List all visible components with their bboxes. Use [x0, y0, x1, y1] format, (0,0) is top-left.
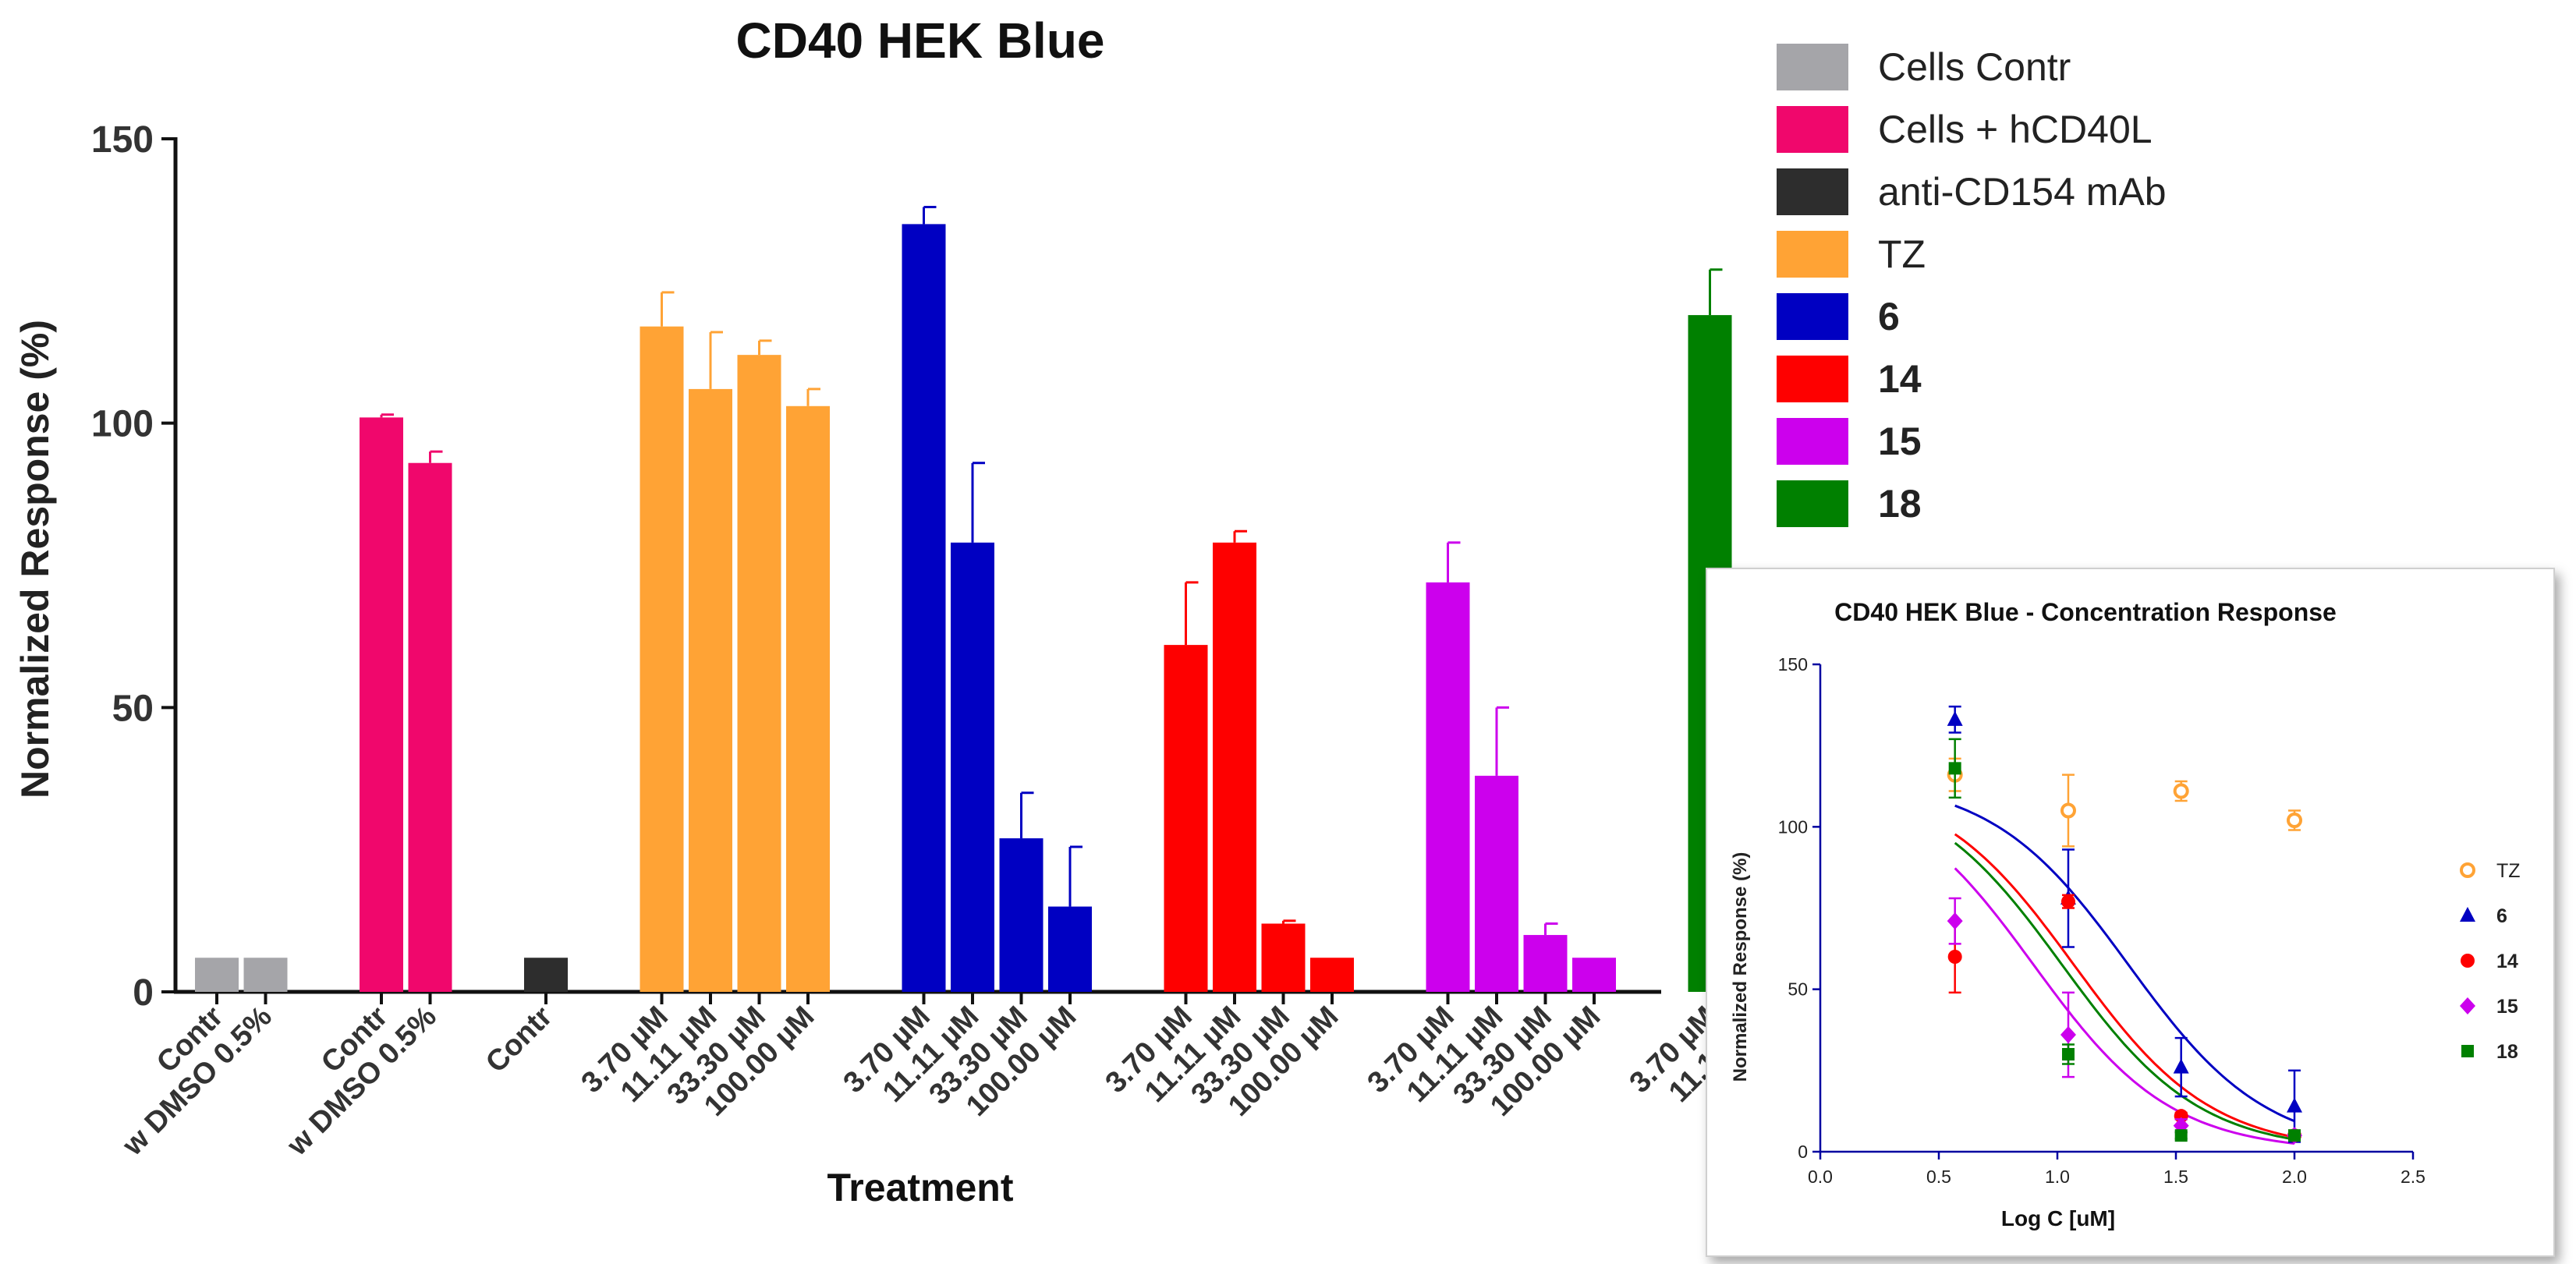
y-tick-label: 100: [91, 404, 154, 445]
legend-item: 15: [1777, 413, 2479, 476]
legend-label: anti-CD154 mAb: [1878, 170, 2167, 214]
bar: [1213, 542, 1256, 992]
legend-item: TZ: [1777, 226, 2479, 289]
inset-x-tick-label: 0.5: [1926, 1167, 1951, 1187]
bar: [243, 958, 288, 992]
data-point: [2060, 802, 2076, 819]
bar: [999, 838, 1044, 992]
legend-label: Cells + hCD40L: [1878, 108, 2153, 151]
bar: [786, 405, 830, 992]
legend-swatch: [1777, 480, 1848, 527]
inset-x-tick-label: 1.5: [2163, 1167, 2188, 1187]
data-point: [1947, 710, 1963, 726]
legend-label: 15: [1878, 420, 1922, 463]
legend-label: 14: [1878, 357, 1922, 401]
legend-label: 6: [1878, 295, 1900, 338]
legend-label: 18: [1878, 482, 1922, 526]
x-tick-label: Contr: [480, 1000, 558, 1079]
legend-label: Cells Contr: [1878, 45, 2071, 89]
bar: [951, 542, 994, 992]
bar-chart: CD40 HEK Blue Normalized Response (%) Tr…: [13, 12, 1763, 1209]
bar: [1475, 775, 1518, 992]
data-point: [1948, 762, 1961, 775]
y-tick-label: 150: [91, 119, 154, 161]
inset-x-axis-title: Log C [uM]: [2001, 1206, 2115, 1230]
fit-curve: [1954, 867, 2295, 1145]
inset-legend-label: 6: [2496, 905, 2507, 927]
inset-y-tick-label: 50: [1788, 979, 1808, 1000]
fit-curve: [1954, 804, 2295, 1123]
inset-y-tick-label: 0: [1798, 1142, 1808, 1162]
bar: [1572, 958, 1616, 992]
data-point: [2060, 894, 2075, 909]
bar: [1426, 582, 1470, 992]
legend-swatch: [1777, 44, 1848, 90]
legend-label: TZ: [1878, 232, 1926, 276]
legend-swatch: [1777, 231, 1848, 278]
legend-item: 14: [1777, 351, 2479, 413]
bar: [1310, 958, 1354, 992]
data-point: [2461, 1045, 2474, 1057]
bar: [902, 224, 946, 992]
y-tick-label: 0: [133, 972, 154, 1014]
inset-y-tick-label: 150: [1778, 654, 1808, 674]
legend: Cells Contr Cells + hCD40L anti-CD154 mAb T…: [1777, 39, 2479, 538]
inset-x-tick-label: 1.0: [2045, 1167, 2070, 1187]
inset-legend-label: 18: [2496, 1041, 2518, 1063]
data-point: [2061, 1048, 2075, 1060]
inset-plot: CD40 HEK Blue - Concentration Response N…: [1730, 598, 2521, 1230]
data-point: [2173, 1058, 2189, 1074]
chart-title: CD40 HEK Blue: [736, 12, 1105, 69]
data-point: [2287, 1097, 2302, 1113]
bar: [408, 462, 452, 992]
bar: [360, 417, 403, 992]
inset-chart: CD40 HEK Blue - Concentration Response N…: [1706, 568, 2555, 1257]
inset-x-tick-label: 2.5: [2401, 1167, 2425, 1187]
inset-legend-label: TZ: [2496, 860, 2521, 882]
data-point: [2060, 1026, 2076, 1043]
bar: [1164, 645, 1208, 992]
legend-item: 18: [1777, 476, 2479, 538]
bar: [737, 355, 781, 992]
data-point: [2173, 783, 2189, 799]
legend-swatch: [1777, 293, 1848, 340]
inset-y-axis-title: Normalized Response (%): [1730, 852, 1751, 1082]
legend-swatch: [1777, 356, 1848, 402]
inset-legend-label: 15: [2496, 996, 2518, 1018]
data-point: [2173, 1117, 2189, 1135]
legend-item: Cells + hCD40L: [1777, 101, 2479, 164]
data-point: [1947, 950, 1962, 964]
inset-legend-label: 14: [2496, 951, 2518, 972]
legend-item: anti-CD154 mAb: [1777, 164, 2479, 226]
bar: [524, 958, 568, 992]
data-point: [2287, 813, 2302, 828]
bar: [640, 326, 684, 992]
bar: [689, 388, 732, 992]
legend-item: Cells Contr: [1777, 39, 2479, 101]
data-point: [2174, 1129, 2188, 1142]
bar: [1048, 906, 1092, 992]
inset-title: CD40 HEK Blue - Concentration Response: [1834, 598, 2337, 626]
data-point: [2288, 1129, 2301, 1142]
inset-x-tick-label: 0.0: [1808, 1167, 1833, 1187]
legend-swatch: [1777, 106, 1848, 153]
y-axis-title: Normalized Response (%): [13, 320, 57, 798]
data-point: [2460, 862, 2475, 878]
inset-x-tick-label: 2.0: [2282, 1167, 2307, 1187]
bar: [195, 958, 239, 992]
data-point: [1947, 912, 1963, 930]
inset-y-tick-label: 100: [1778, 816, 1808, 837]
fit-curve: [1954, 833, 2295, 1138]
bar: [1261, 923, 1306, 992]
bar: [1523, 935, 1568, 992]
data-point: [2460, 997, 2475, 1014]
x-axis-title: Treatment: [827, 1166, 1014, 1209]
fit-curve: [1954, 841, 2295, 1141]
legend-item: 6: [1777, 289, 2479, 351]
legend-swatch: [1777, 418, 1848, 465]
y-tick-label: 50: [112, 688, 154, 729]
data-point: [2460, 907, 2475, 922]
legend-swatch: [1777, 168, 1848, 215]
data-point: [2461, 954, 2475, 968]
